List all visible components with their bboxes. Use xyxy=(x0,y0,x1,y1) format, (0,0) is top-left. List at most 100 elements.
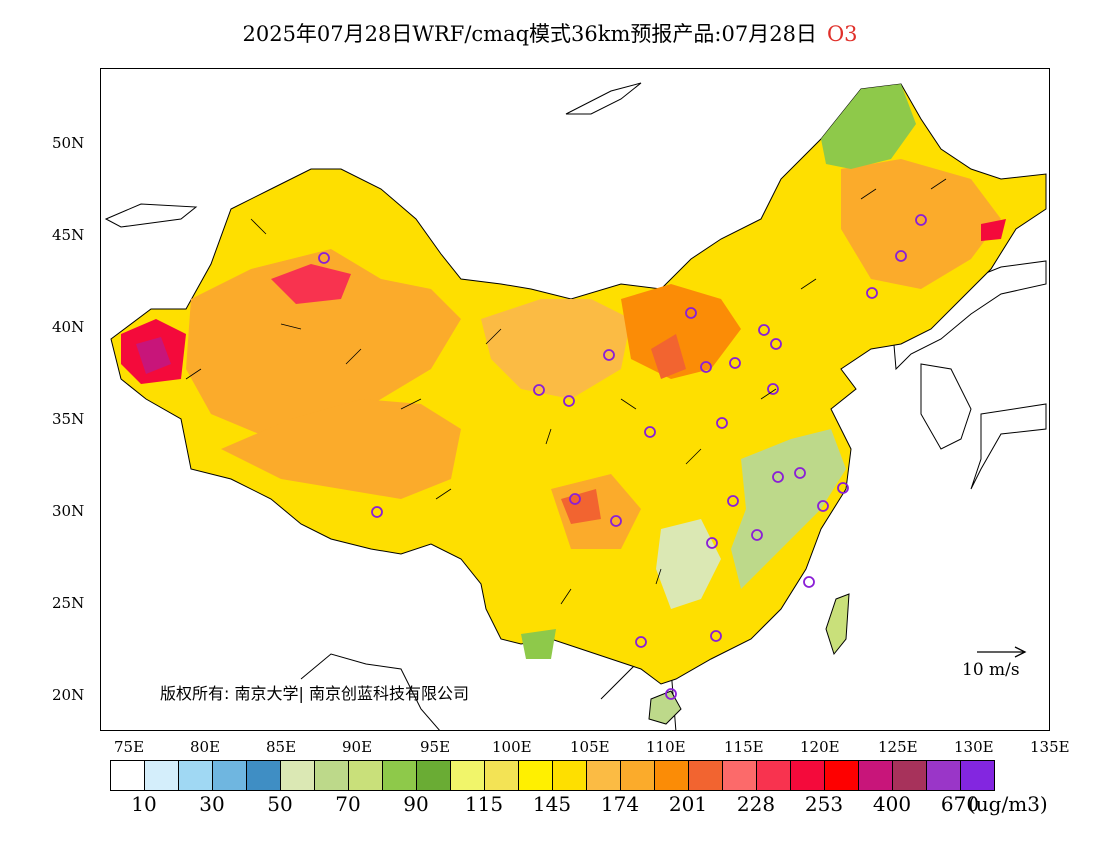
legend-label: 253 xyxy=(804,792,844,816)
lat-tick: 40N xyxy=(52,318,85,336)
ozone-hotspot xyxy=(136,337,171,374)
lon-tick: 110E xyxy=(646,738,686,756)
legend-label: 670 xyxy=(940,792,980,816)
city-marker xyxy=(569,493,581,505)
city-marker xyxy=(767,383,779,395)
city-marker xyxy=(895,250,907,262)
legend-label: 90 xyxy=(403,792,429,816)
legend-swatch xyxy=(484,760,519,791)
ozone-hotspot xyxy=(981,219,1006,241)
lat-tick: 30N xyxy=(52,502,85,520)
city-marker xyxy=(794,467,806,479)
wind-reference-arrow xyxy=(977,646,1027,658)
city-marker xyxy=(803,576,815,588)
city-marker xyxy=(533,384,545,396)
legend-swatch xyxy=(586,760,621,791)
coastline-outline xyxy=(920,363,972,450)
lon-tick: 80E xyxy=(190,738,221,756)
city-marker xyxy=(318,252,330,264)
coastline-outline xyxy=(970,403,1047,490)
lat-tick: 45N xyxy=(52,226,85,244)
legend-swatch xyxy=(722,760,757,791)
city-marker xyxy=(915,214,927,226)
map-panel xyxy=(100,68,1050,731)
title-main: 2025年07月28日WRF/cmaq模式36km预报产品:07月28日 xyxy=(242,22,817,46)
copyright-notice: 版权所有: 南京大学| 南京创蓝科技有限公司 xyxy=(160,684,469,703)
ozone-low-area xyxy=(521,629,556,659)
city-marker xyxy=(751,529,763,541)
wind-reference-label: 10 m/s xyxy=(962,660,1020,680)
city-marker xyxy=(610,515,622,527)
legend-swatch xyxy=(144,760,179,791)
city-marker xyxy=(837,482,849,494)
lat-tick: 25N xyxy=(52,594,85,612)
ozone-high-area xyxy=(186,249,461,439)
city-marker xyxy=(727,495,739,507)
city-marker xyxy=(716,417,728,429)
legend-swatch xyxy=(246,760,281,791)
lat-tick: 20N xyxy=(52,686,85,704)
lon-tick: 120E xyxy=(800,738,840,756)
island-taiwan xyxy=(825,593,850,656)
legend-swatch xyxy=(110,760,145,791)
legend-label: 10 xyxy=(131,792,157,816)
legend-label: 145 xyxy=(532,792,572,816)
legend-swatch xyxy=(892,760,927,791)
city-markers xyxy=(318,214,927,700)
legend-swatch xyxy=(858,760,893,791)
legend-swatch xyxy=(178,760,213,791)
legend-swatch xyxy=(654,760,689,791)
lon-tick: 135E xyxy=(1030,738,1070,756)
city-marker xyxy=(685,307,697,319)
ozone-hotspot xyxy=(271,264,351,304)
legend-swatch xyxy=(212,760,247,791)
legend-swatch xyxy=(518,760,553,791)
coastline-outline xyxy=(565,82,642,115)
lon-tick: 100E xyxy=(492,738,532,756)
city-marker xyxy=(729,357,741,369)
lon-tick: 130E xyxy=(954,738,994,756)
legend-swatch xyxy=(552,760,587,791)
legend-label: 228 xyxy=(736,792,776,816)
lon-tick: 95E xyxy=(420,738,451,756)
city-marker xyxy=(563,395,575,407)
legend-swatch xyxy=(314,760,349,791)
lat-tick: 50N xyxy=(52,134,85,152)
city-marker xyxy=(644,426,656,438)
city-marker xyxy=(770,338,782,350)
city-marker xyxy=(700,361,712,373)
legend-swatch xyxy=(926,760,961,791)
legend-swatch xyxy=(382,760,417,791)
legend-swatch xyxy=(688,760,723,791)
city-marker xyxy=(758,324,770,336)
ozone-low-area xyxy=(731,429,846,589)
lon-tick: 90E xyxy=(342,738,373,756)
city-marker xyxy=(665,688,677,700)
lon-tick: 105E xyxy=(570,738,610,756)
legend-label: 400 xyxy=(872,792,912,816)
legend-swatch xyxy=(960,760,995,791)
lon-tick: 115E xyxy=(724,738,764,756)
legend-swatch xyxy=(824,760,859,791)
legend-label: 70 xyxy=(335,792,361,816)
lon-tick: 75E xyxy=(114,738,145,756)
legend-label: 201 xyxy=(668,792,708,816)
legend-label: 174 xyxy=(600,792,640,816)
city-marker xyxy=(635,636,647,648)
species-label: O3 xyxy=(826,22,858,46)
city-marker xyxy=(603,349,615,361)
ozone-high-area xyxy=(481,299,631,399)
ozone-hotspot xyxy=(651,334,686,379)
legend-swatch xyxy=(620,760,655,791)
legend-label: 115 xyxy=(464,792,504,816)
legend-unit: (ug/m3) xyxy=(968,792,1048,816)
city-marker xyxy=(371,506,383,518)
lon-tick: 85E xyxy=(266,738,297,756)
legend-swatch xyxy=(280,760,315,791)
ozone-high-area xyxy=(221,399,461,499)
legend-swatch xyxy=(348,760,383,791)
chart-title: 2025年07月28日WRF/cmaq模式36km预报产品:07月28日 O3 xyxy=(0,18,1100,48)
coastline-outline xyxy=(104,203,198,228)
ozone-map xyxy=(104,82,1047,730)
ozone-high-area xyxy=(621,284,741,379)
